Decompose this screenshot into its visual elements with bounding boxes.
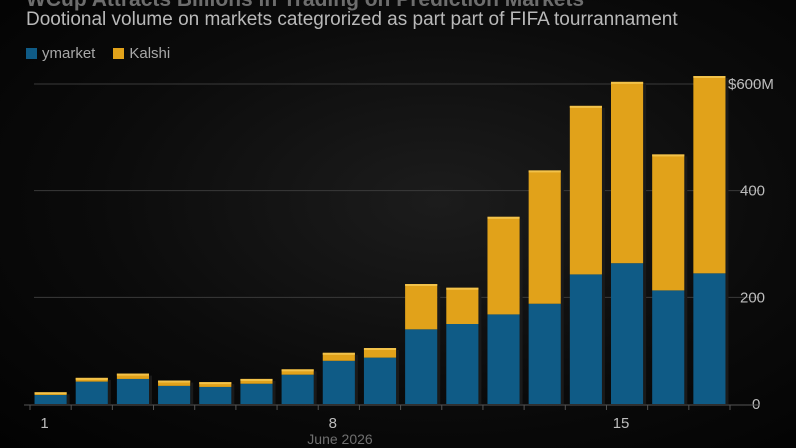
bar-top-highlight	[487, 216, 520, 219]
bar-shadow	[272, 380, 276, 404]
bar-shadow	[725, 78, 729, 404]
legend: ymarket Kalshi	[26, 45, 170, 62]
bar-kalshi	[363, 348, 397, 358]
bar-polymarket	[693, 273, 726, 404]
y-tick-label: $600M	[728, 76, 774, 93]
legend-label-kalshi: Kalshi	[129, 45, 171, 62]
bar-top-highlight	[528, 170, 561, 173]
bar-kalshi	[528, 170, 561, 304]
bar-shadow	[396, 350, 400, 404]
x-tick-label: 8	[329, 415, 337, 432]
y-tick-label: 400	[740, 183, 765, 200]
bar-polymarket	[405, 329, 438, 404]
bar-polymarket	[34, 394, 67, 404]
bar-polymarket	[199, 386, 232, 404]
x-tick-label: 15	[613, 415, 630, 432]
bar-shadow	[149, 375, 152, 404]
bar-kalshi	[446, 287, 479, 324]
bar-top-highlight	[611, 81, 644, 84]
bar-shadow	[354, 354, 358, 404]
bar-top-highlight	[240, 378, 273, 381]
bar-kalshi	[240, 378, 273, 384]
bar-shadow	[107, 379, 111, 404]
bar-top-highlight	[446, 287, 479, 290]
bar-top-highlight	[322, 352, 355, 355]
bar-shadow	[66, 394, 70, 404]
bar-top-highlight	[34, 392, 67, 395]
bar-shadow	[684, 156, 688, 404]
bar-polymarket	[322, 360, 355, 404]
bar-top-highlight	[652, 154, 685, 157]
chart-title: WCup Attracts Billions in Trading on Pre…	[26, 0, 584, 12]
bar-polymarket	[528, 303, 561, 404]
bar-polymarket	[240, 383, 273, 404]
bar-kalshi	[199, 382, 232, 387]
bar-kalshi	[569, 105, 602, 275]
bar-shadow	[560, 172, 564, 404]
bar-shadow	[437, 286, 441, 404]
bar-kalshi	[652, 154, 685, 291]
bar-shadow	[643, 83, 647, 404]
bar-polymarket	[281, 374, 314, 404]
bar-kalshi	[322, 352, 355, 361]
bar-top-highlight	[569, 105, 602, 108]
bar-kalshi	[116, 373, 149, 379]
bar-kalshi	[611, 81, 644, 264]
bar-polymarket	[75, 381, 108, 404]
bar-polymarket	[487, 314, 520, 404]
bar-top-highlight	[363, 348, 397, 350]
bar-shadow	[519, 218, 523, 404]
legend-item-kalshi: Kalshi	[113, 45, 170, 62]
bar-shadow	[601, 107, 605, 404]
legend-swatch-polymarket	[26, 48, 37, 59]
bar-top-highlight	[199, 382, 232, 385]
x-tick-label: 1	[40, 415, 48, 432]
bar-shadow	[313, 371, 317, 404]
y-tick-label: 200	[740, 289, 765, 306]
chart-subtitle: Dootional volume on markets categrorized…	[26, 9, 678, 30]
bar-polymarket	[116, 378, 149, 404]
bar-shadow	[478, 289, 482, 404]
bar-top-highlight	[693, 76, 726, 78]
bar-kalshi	[158, 380, 191, 386]
bar-top-highlight	[116, 373, 149, 376]
bar-polymarket	[158, 385, 191, 404]
bar-kalshi	[281, 369, 314, 375]
bar-shadow	[190, 382, 194, 404]
x-axis-month-label: June 2026	[307, 431, 373, 447]
legend-label-polymarket: ymarket	[42, 45, 96, 62]
bar-polymarket	[652, 290, 685, 404]
legend-item-polymarket: ymarket	[26, 45, 95, 62]
bar-polymarket	[446, 324, 479, 404]
bar-top-highlight	[405, 284, 438, 286]
legend-swatch-kalshi	[113, 48, 125, 59]
bar-top-highlight	[158, 380, 191, 383]
bar-top-highlight	[75, 377, 108, 380]
bar-shadow	[231, 384, 235, 404]
bar-top-highlight	[281, 369, 314, 372]
bar-polymarket	[569, 274, 602, 404]
bar-polymarket	[611, 263, 644, 404]
bar-polymarket	[363, 357, 397, 404]
bar-kalshi	[487, 216, 520, 315]
bar-kalshi	[405, 284, 438, 330]
bar-kalshi	[693, 76, 726, 274]
